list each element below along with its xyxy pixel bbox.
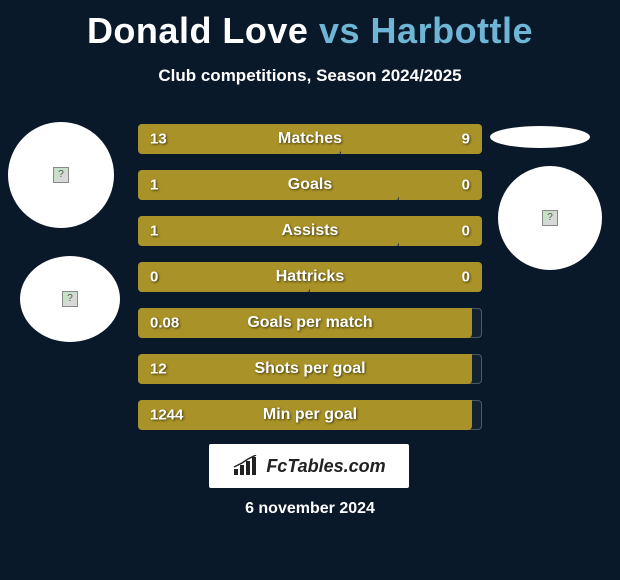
stat-bar: 00Hattricks [138,262,482,292]
bar-label: Shots per goal [138,360,482,378]
placeholder-image-icon [53,167,69,183]
placeholder-image-icon [62,291,78,307]
placeholder-image-icon [542,210,558,226]
stat-bar: 0.08Goals per match [138,308,482,338]
stat-bar: 1244Min per goal [138,400,482,430]
stat-bar: 10Assists [138,216,482,246]
comparison-title: Donald Love vs Harbottle [0,0,620,52]
bar-label: Goals [138,176,482,194]
player2-ellipse [490,126,590,148]
logo-text: FcTables.com [266,456,385,477]
bar-label: Matches [138,130,482,148]
stat-bar: 12Shots per goal [138,354,482,384]
player1-photo-circle [8,122,114,228]
stat-bar: 139Matches [138,124,482,154]
bar-label: Hattricks [138,268,482,286]
stats-bars: 139Matches 10Goals 10Assists 00Hattricks 0.0… [138,124,482,446]
bar-label: Goals per match [138,314,482,332]
stat-bar: 10Goals [138,170,482,200]
player2-name: Harbottle [371,10,534,51]
player1-name: Donald Love [87,10,309,51]
player2-photo-circle [498,166,602,270]
logo-box: FcTables.com [209,444,409,488]
subtitle: Club competitions, Season 2024/2025 [0,66,620,86]
date-line: 6 november 2024 [0,500,620,518]
chart-icon [232,455,260,477]
vs-word: vs [319,10,360,51]
player1-club-circle [20,256,120,342]
bar-label: Assists [138,222,482,240]
bar-label: Min per goal [138,406,482,424]
